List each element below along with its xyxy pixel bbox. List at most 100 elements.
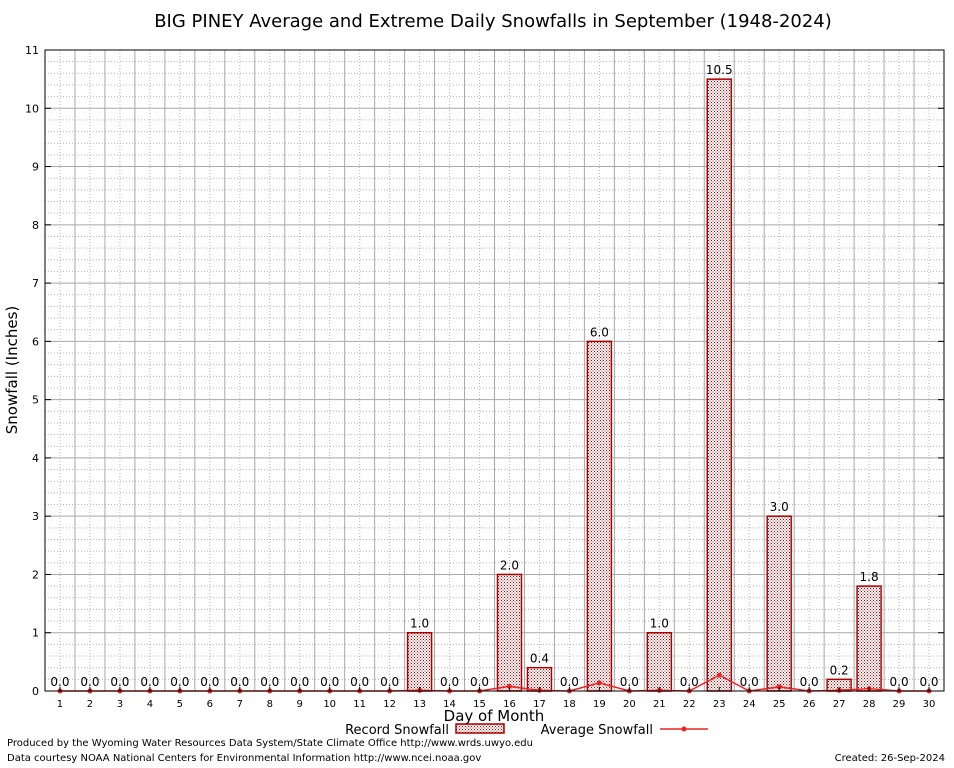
legend-record-swatch bbox=[455, 723, 505, 734]
y-tick-label: 11 bbox=[25, 44, 39, 57]
data-label-day-4: 0.0 bbox=[140, 675, 159, 689]
x-tick-label: 7 bbox=[237, 699, 243, 710]
data-label-day-13: 1.0 bbox=[410, 617, 429, 631]
data-label-day-10: 0.0 bbox=[320, 675, 339, 689]
footer-data-courtesy: Data courtesy NOAA National Centers for … bbox=[7, 753, 482, 764]
x-tick-label: 27 bbox=[833, 699, 846, 710]
x-tick-label: 13 bbox=[413, 699, 426, 710]
x-axis-label: Day of Month bbox=[444, 707, 545, 725]
x-tick-label: 14 bbox=[443, 699, 456, 710]
x-tick-label: 25 bbox=[773, 699, 786, 710]
data-label-day-16: 2.0 bbox=[500, 558, 519, 572]
average-point-day-19 bbox=[596, 680, 602, 686]
y-tick-label: 7 bbox=[32, 277, 39, 290]
x-tick-label: 8 bbox=[267, 699, 273, 710]
y-tick-label: 0 bbox=[32, 685, 39, 698]
x-tick-label: 5 bbox=[177, 699, 183, 710]
y-tick-label: 1 bbox=[32, 627, 39, 640]
data-label-day-11: 0.0 bbox=[350, 675, 369, 689]
legend: Record Snowfall Average Snowfall bbox=[345, 723, 708, 738]
x-tick-label: 1 bbox=[57, 699, 63, 710]
data-labels: 0.0 0.0 0.0 0.0 0.0 0.0 0.0 0.0 0.0 0.0 0.0 0.0 1.0 0… bbox=[50, 63, 938, 689]
bar-day-21 bbox=[646, 631, 673, 692]
data-label-day-12: 0.0 bbox=[380, 675, 399, 689]
data-label-day-27: 0.2 bbox=[830, 663, 849, 677]
data-label-day-20: 0.0 bbox=[620, 675, 639, 689]
data-label-day-5: 0.0 bbox=[170, 675, 189, 689]
x-tick-label: 23 bbox=[713, 699, 726, 710]
x-tick-label: 24 bbox=[743, 699, 756, 710]
data-label-day-30: 0.0 bbox=[919, 675, 938, 689]
y-tick-label: 10 bbox=[25, 102, 39, 115]
data-label-day-2: 0.0 bbox=[80, 675, 99, 689]
bar-day-28 bbox=[856, 585, 882, 692]
y-tick-label: 9 bbox=[32, 161, 39, 174]
y-tick-label: 8 bbox=[32, 219, 39, 232]
x-tick-label: 11 bbox=[353, 699, 366, 710]
average-point-day-23 bbox=[716, 672, 722, 678]
bar-day-23 bbox=[706, 78, 732, 692]
footer-produced-by: Produced by the Wyoming Water Resources … bbox=[7, 738, 533, 749]
footer-created: Created: 26-Sep-2024 bbox=[834, 753, 945, 764]
legend-average-marker bbox=[681, 726, 687, 732]
x-tick-label: 22 bbox=[683, 699, 696, 710]
legend-average-label: Average Snowfall bbox=[541, 723, 653, 738]
x-tick-label: 18 bbox=[563, 699, 576, 710]
data-label-day-8: 0.0 bbox=[260, 675, 279, 689]
x-tick-label: 12 bbox=[383, 699, 396, 710]
x-tick-label: 17 bbox=[533, 699, 546, 710]
x-tick-label: 4 bbox=[147, 699, 153, 710]
data-label-day-24: 0.0 bbox=[740, 675, 759, 689]
data-label-day-9: 0.0 bbox=[290, 675, 309, 689]
x-tick-label: 9 bbox=[297, 699, 303, 710]
data-label-day-19: 6.0 bbox=[590, 325, 609, 339]
data-label-day-1: 0.0 bbox=[50, 675, 69, 689]
data-label-day-6: 0.0 bbox=[200, 675, 219, 689]
bar-day-13 bbox=[406, 631, 433, 692]
x-tick-label: 26 bbox=[803, 699, 816, 710]
x-tick-label: 10 bbox=[323, 699, 336, 710]
y-tick-label: 3 bbox=[32, 510, 39, 523]
x-tick-label: 6 bbox=[207, 699, 213, 710]
x-tick-label: 19 bbox=[593, 699, 606, 710]
data-label-day-18: 0.0 bbox=[560, 675, 579, 689]
y-tick-label: 5 bbox=[32, 394, 39, 407]
x-tick-label: 3 bbox=[117, 699, 123, 710]
y-tick-label: 6 bbox=[32, 335, 39, 348]
grid bbox=[44, 49, 945, 692]
data-label-day-29: 0.0 bbox=[890, 675, 909, 689]
record-bars bbox=[406, 78, 882, 692]
x-tick-label: 28 bbox=[863, 699, 876, 710]
bar-day-19 bbox=[586, 340, 613, 692]
y-tick-label: 4 bbox=[32, 452, 39, 465]
bar-day-25 bbox=[766, 515, 792, 692]
bar-day-16 bbox=[496, 573, 523, 692]
data-label-day-22: 0.0 bbox=[680, 675, 699, 689]
y-tick-label: 2 bbox=[32, 568, 39, 581]
data-label-day-21: 1.0 bbox=[650, 617, 669, 631]
average-point-day-16 bbox=[506, 683, 512, 689]
data-label-day-15: 0.0 bbox=[470, 675, 489, 689]
data-label-day-25: 3.0 bbox=[770, 500, 789, 514]
plot-frame bbox=[44, 49, 945, 692]
chart-title: BIG PINEY Average and Extreme Daily Snow… bbox=[154, 11, 832, 32]
data-label-day-3: 0.0 bbox=[110, 675, 129, 689]
x-tick-label: 2 bbox=[87, 699, 93, 710]
data-label-day-17: 0.4 bbox=[530, 652, 549, 666]
data-label-day-7: 0.0 bbox=[230, 675, 249, 689]
data-label-day-28: 1.8 bbox=[860, 570, 879, 584]
x-tick-label: 29 bbox=[893, 699, 906, 710]
x-tick-label: 21 bbox=[653, 699, 666, 710]
data-label-day-14: 0.0 bbox=[440, 675, 459, 689]
x-tick-label: 20 bbox=[623, 699, 636, 710]
data-label-day-23: 10.5 bbox=[706, 63, 733, 77]
x-tick-label: 15 bbox=[473, 699, 486, 710]
x-tick-label: 16 bbox=[503, 699, 516, 710]
data-label-day-26: 0.0 bbox=[800, 675, 819, 689]
legend-record-label: Record Snowfall bbox=[345, 723, 449, 738]
x-tick-label: 30 bbox=[923, 699, 936, 710]
average-point-day-25 bbox=[776, 684, 782, 690]
y-axis-label: Snowfall (Inches) bbox=[3, 306, 21, 434]
